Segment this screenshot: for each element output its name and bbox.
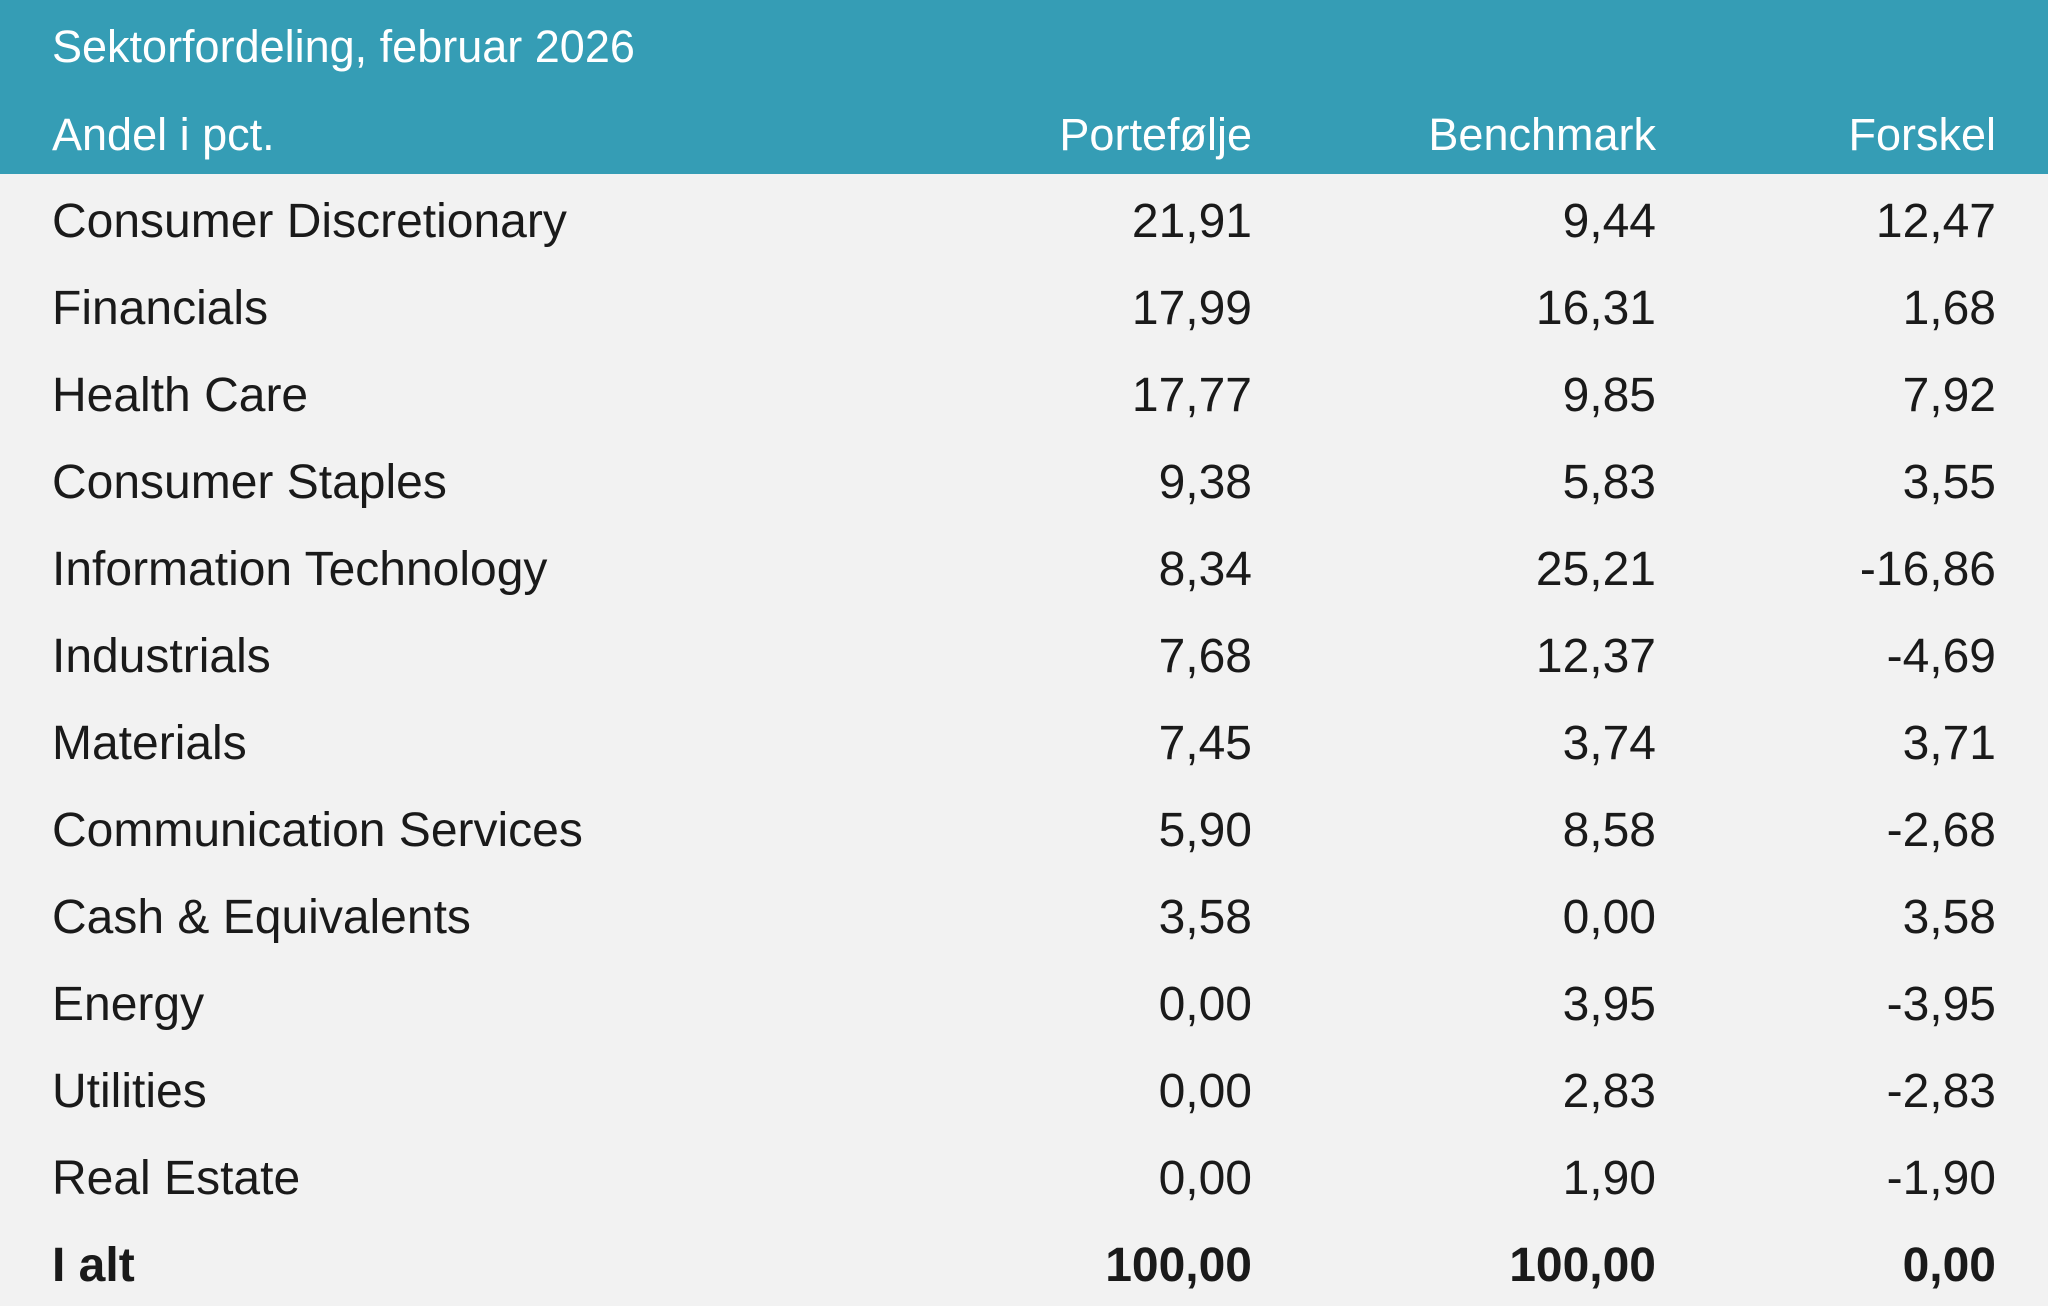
table-row: Cash & Equivalents 3,58 0,00 3,58	[0, 874, 2048, 961]
table-row: Materials 7,45 3,74 3,71	[0, 700, 2048, 787]
portfolio-value: 21,91	[1131, 195, 1252, 248]
column-header-sector: Andel i pct.	[52, 109, 275, 160]
sector-name: Industrials	[52, 630, 271, 683]
table-row: Consumer Discretionary 21,91 9,44 12,47	[0, 178, 2048, 265]
portfolio-value: 0,00	[1158, 1065, 1252, 1118]
portfolio-value: 8,34	[1158, 543, 1252, 596]
difference-value: -16,86	[1859, 543, 1996, 596]
portfolio-value: 3,58	[1158, 891, 1252, 944]
sector-name: Energy	[52, 978, 205, 1031]
benchmark-value: 8,58	[1562, 804, 1656, 857]
portfolio-value: 9,38	[1158, 456, 1252, 509]
difference-value: -4,69	[1886, 630, 1996, 683]
table-title: Sektorfordeling, februar 2026	[52, 21, 635, 72]
portfolio-value: 17,99	[1131, 282, 1252, 335]
difference-value: 1,68	[1902, 282, 1996, 335]
table-row: Utilities 0,00 2,83 -2,83	[0, 1048, 2048, 1135]
difference-value: 12,47	[1875, 195, 1996, 248]
difference-value: -2,83	[1886, 1065, 1996, 1118]
sector-name: Utilities	[52, 1065, 207, 1118]
sector-name: Communication Services	[52, 804, 583, 857]
difference-value: 3,71	[1902, 717, 1996, 770]
sector-name: Health Care	[52, 369, 309, 422]
sector-name: Consumer Discretionary	[52, 195, 567, 248]
table-row: Communication Services 5,90 8,58 -2,68	[0, 787, 2048, 874]
table-row: Financials 17,99 16,31 1,68	[0, 265, 2048, 352]
total-portfolio-value: 100,00	[1105, 1239, 1252, 1292]
benchmark-value: 25,21	[1535, 543, 1656, 596]
benchmark-value: 2,83	[1562, 1065, 1656, 1118]
sector-name: Cash & Equivalents	[52, 891, 471, 944]
sector-name: Financials	[52, 282, 269, 335]
portfolio-value: 7,45	[1158, 717, 1252, 770]
column-header-benchmark: Benchmark	[1428, 109, 1656, 160]
benchmark-value: 16,31	[1535, 282, 1656, 335]
benchmark-value: 5,83	[1562, 456, 1656, 509]
portfolio-value: 17,77	[1131, 369, 1252, 422]
table-row: Consumer Staples 9,38 5,83 3,55	[0, 439, 2048, 526]
table-row: Industrials 7,68 12,37 -4,69	[0, 613, 2048, 700]
benchmark-value: 12,37	[1535, 630, 1656, 683]
difference-value: -2,68	[1886, 804, 1996, 857]
benchmark-value: 3,74	[1562, 717, 1656, 770]
table-row: Real Estate 0,00 1,90 -1,90	[0, 1135, 2048, 1222]
benchmark-value: 0,00	[1562, 891, 1656, 944]
difference-value: 3,58	[1902, 891, 1996, 944]
benchmark-value: 9,44	[1562, 195, 1656, 248]
portfolio-value: 7,68	[1158, 630, 1252, 683]
sector-name: Real Estate	[52, 1152, 301, 1205]
portfolio-value: 0,00	[1158, 978, 1252, 1031]
table-row: Information Technology 8,34 25,21 -16,86	[0, 526, 2048, 613]
difference-value: 3,55	[1902, 456, 1996, 509]
portfolio-value: 5,90	[1158, 804, 1252, 857]
table-row: Health Care 17,77 9,85 7,92	[0, 352, 2048, 439]
benchmark-value: 3,95	[1562, 978, 1656, 1031]
difference-value: 7,92	[1902, 369, 1996, 422]
difference-value: -1,90	[1886, 1152, 1996, 1205]
difference-value: -3,95	[1886, 978, 1996, 1031]
total-benchmark-value: 100,00	[1509, 1239, 1656, 1292]
portfolio-value: 0,00	[1158, 1152, 1252, 1205]
total-row: I alt 100,00 100,00 0,00	[0, 1222, 2048, 1306]
sector-name: Information Technology	[52, 543, 548, 596]
table-header: Sektorfordeling, februar 2026 Andel i pc…	[0, 0, 2048, 174]
benchmark-value: 1,90	[1562, 1152, 1656, 1205]
sector-name: Materials	[52, 717, 247, 770]
benchmark-value: 9,85	[1562, 369, 1656, 422]
column-header-portfolio: Portefølje	[1059, 109, 1252, 160]
total-label: I alt	[52, 1239, 135, 1292]
sector-name: Consumer Staples	[52, 456, 447, 509]
column-header-difference: Forskel	[1848, 109, 1996, 160]
total-difference-value: 0,00	[1902, 1239, 1996, 1292]
table-row: Energy 0,00 3,95 -3,95	[0, 961, 2048, 1048]
